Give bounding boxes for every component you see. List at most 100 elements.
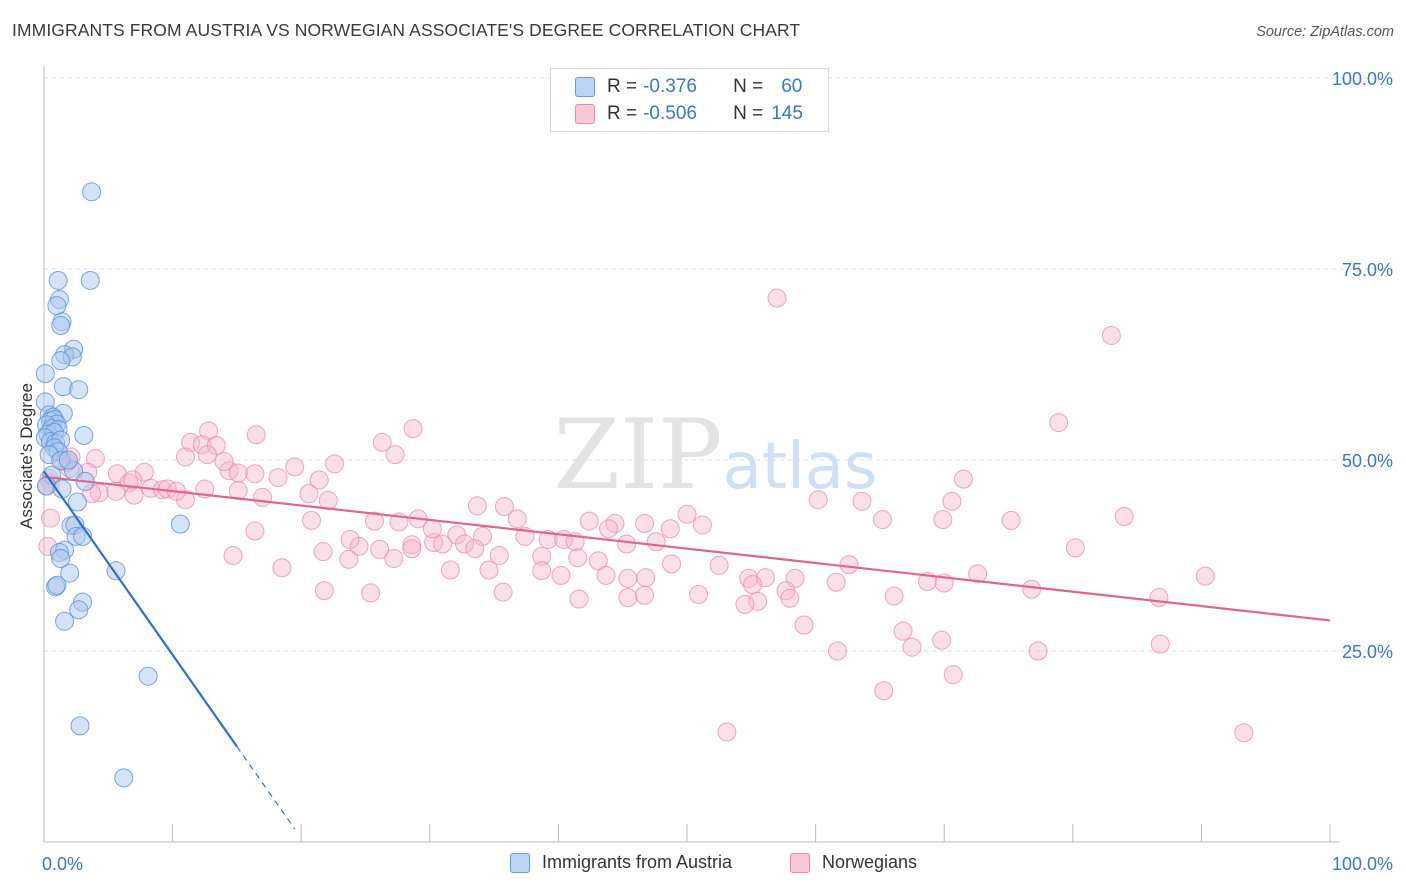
norway-point	[192, 435, 212, 455]
norway-point	[826, 572, 846, 592]
norway-point	[1028, 641, 1048, 661]
austria-point	[53, 377, 73, 397]
austria-point	[69, 600, 89, 620]
watermark: ZIP atlas	[553, 399, 877, 511]
norway-point	[489, 546, 509, 565]
bottom-legend-label-norway: Norwegians	[822, 852, 918, 872]
norway-point	[1065, 538, 1085, 558]
norway-point	[422, 519, 442, 539]
norway-point	[365, 511, 385, 531]
y-tick-label: 75.0%	[1342, 260, 1393, 280]
norway-point	[507, 509, 527, 529]
legend-r-label: R =	[607, 103, 638, 124]
norway-point	[709, 555, 729, 575]
y-axis-label: Associate's Degree	[17, 383, 36, 529]
norway-point	[794, 615, 814, 635]
norway-point	[372, 432, 392, 452]
norway-point	[874, 681, 894, 701]
norway-point	[893, 621, 913, 641]
norway-point	[299, 484, 319, 504]
norway-point	[599, 519, 619, 539]
norway-point	[1022, 579, 1042, 599]
legend-n-label: N =	[733, 103, 764, 124]
norway-point	[943, 665, 963, 685]
austria-point	[60, 563, 80, 583]
norway-point	[340, 529, 360, 549]
norway-point	[827, 641, 847, 661]
norway-point	[1114, 507, 1134, 527]
norway-point	[370, 539, 390, 559]
norway-point	[942, 491, 962, 511]
norway-point	[246, 425, 266, 445]
watermark-atlas: atlas	[723, 430, 878, 504]
norway-point	[473, 526, 493, 546]
austria-point	[170, 514, 190, 534]
norway-point	[40, 508, 60, 528]
norway-point	[1149, 588, 1169, 608]
norway-point	[636, 568, 656, 588]
austria-point	[80, 270, 100, 290]
norway-point	[932, 630, 952, 650]
norway-point	[433, 534, 453, 554]
norway-point	[106, 481, 126, 501]
norway-point	[479, 560, 499, 580]
chart-source: Source: ZipAtlas.com	[1256, 24, 1394, 40]
norway-point	[767, 288, 787, 308]
norway-point	[739, 568, 759, 588]
norway-point	[325, 454, 345, 474]
norway-point	[808, 490, 828, 510]
austria-point	[74, 426, 94, 446]
legend-swatch-austria	[575, 77, 595, 97]
norway-point	[839, 555, 859, 575]
norway-point	[1150, 634, 1170, 654]
norway-point	[134, 462, 154, 482]
norway-point	[596, 565, 616, 585]
norway-point	[884, 586, 904, 606]
norway-point	[780, 588, 800, 608]
norway-point	[403, 419, 423, 439]
norway-point	[902, 637, 922, 657]
norway-point	[314, 581, 334, 601]
x-tick-label: 0.0%	[42, 854, 83, 874]
norway-point	[467, 496, 487, 516]
austria-point	[51, 351, 71, 371]
norway-point	[253, 487, 273, 507]
norway-point	[123, 470, 143, 490]
austria-point	[35, 364, 55, 384]
norway-point	[313, 542, 333, 562]
austria-point	[51, 316, 71, 336]
austria-point	[82, 182, 102, 202]
bottom-legend-label-austria: Immigrants from Austria	[542, 852, 733, 872]
austria-point	[138, 666, 158, 686]
chart-title: IMMIGRANTS FROM AUSTRIA VS NORWEGIAN ASS…	[12, 20, 801, 40]
norway-point	[662, 554, 682, 574]
austria-point	[48, 270, 68, 290]
norway-point	[677, 504, 697, 524]
norway-point	[933, 510, 953, 530]
norway-point	[953, 469, 973, 489]
norway-point	[1101, 325, 1121, 345]
watermark-zip: ZIP	[553, 399, 722, 511]
legend: R = -0.376 N = 60 R = -0.506 N = 145	[550, 68, 829, 132]
norway-trend-line	[43, 475, 1331, 622]
norway-point	[618, 588, 638, 608]
austria-point	[51, 549, 71, 569]
bottom-legend-austria: Immigrants from Austria	[510, 852, 732, 873]
norway-point	[660, 519, 680, 539]
norway-point	[872, 510, 892, 530]
norway-point	[532, 561, 552, 581]
norway-point	[579, 511, 599, 531]
legend-r-value: -0.506	[643, 103, 697, 124]
x-tick-label: 100.0%	[1332, 854, 1393, 874]
norway-point	[268, 468, 288, 488]
norway-point	[532, 546, 552, 566]
austria-point	[55, 611, 75, 631]
norway-point	[618, 568, 638, 588]
austria-point	[47, 575, 67, 595]
norway-point	[385, 445, 405, 465]
norway-point	[402, 539, 422, 559]
legend-n-label: N =	[733, 76, 764, 97]
norway-point	[617, 534, 637, 554]
norway-point	[214, 452, 234, 472]
